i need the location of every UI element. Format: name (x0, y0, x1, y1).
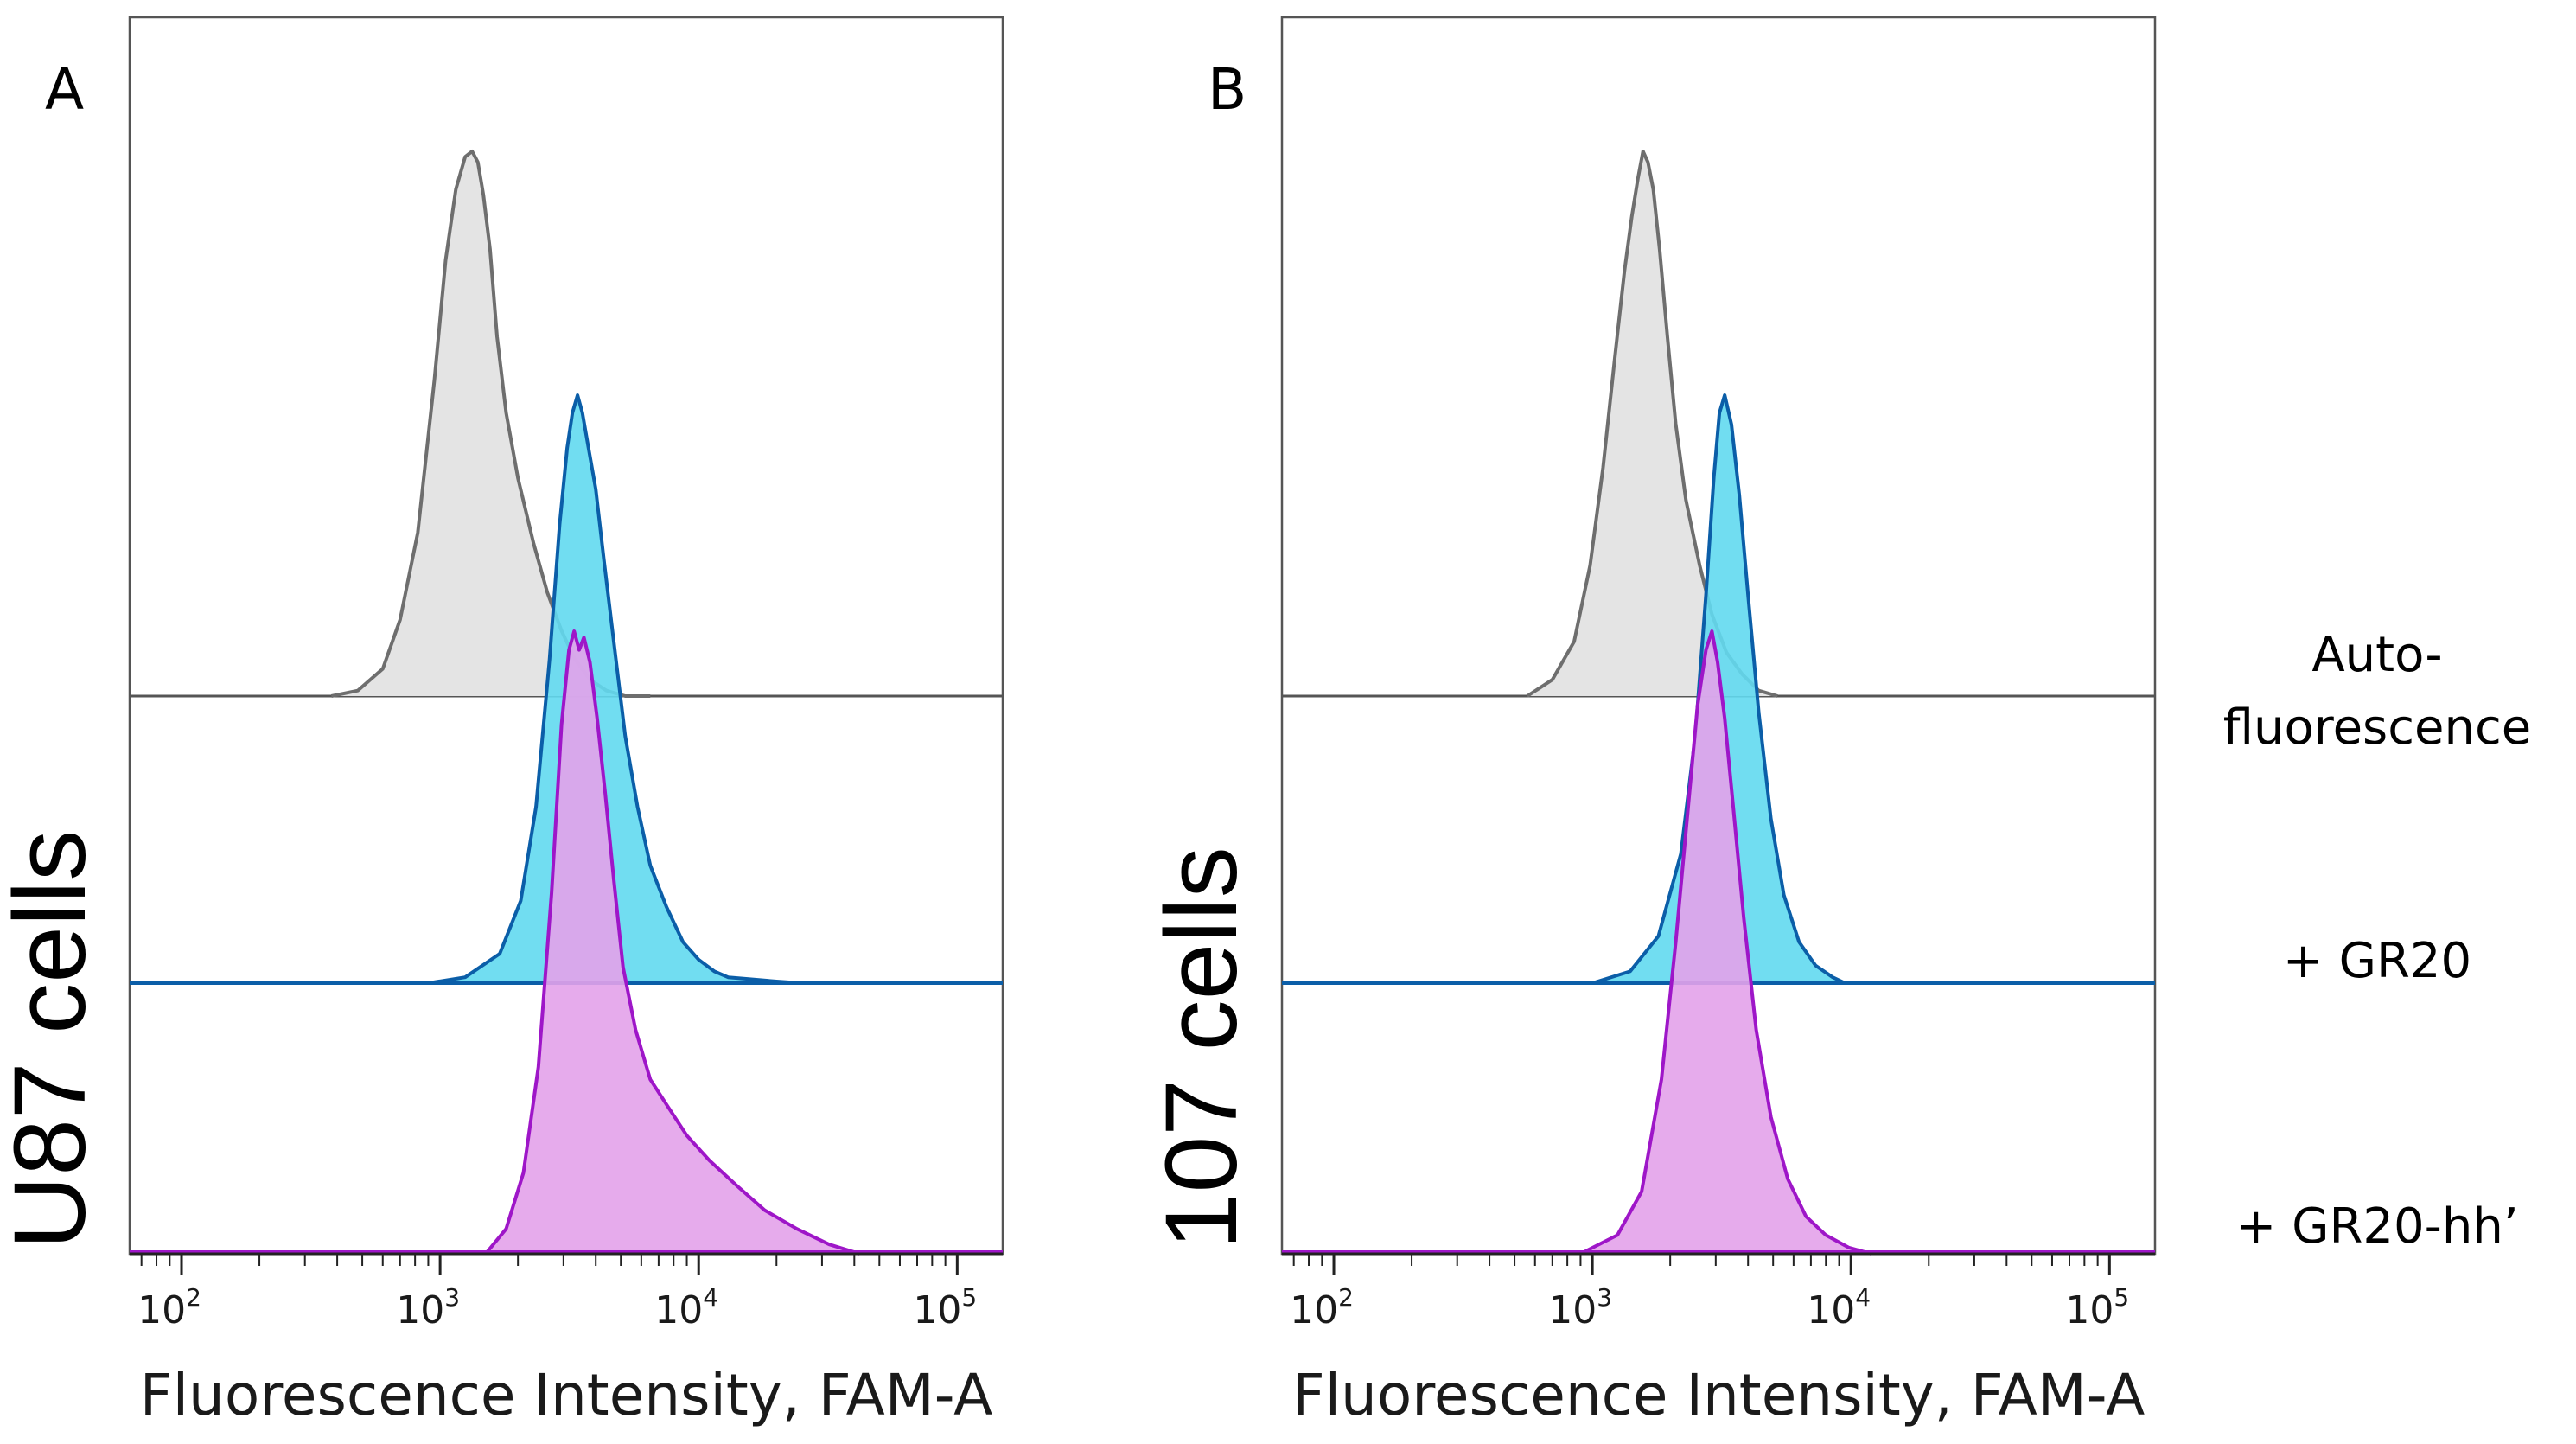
histogram-line-gr20-hh (484, 629, 861, 1256)
histogram-fill-autofluorescence (331, 151, 651, 696)
histogram-fill-autofluorescence (1527, 151, 1778, 696)
x-tick-label: 105 (2065, 1283, 2129, 1332)
x-tick-label: 102 (1290, 1283, 1354, 1332)
panel-a-series (130, 150, 1003, 1256)
legend-gr20: + GR20 (2283, 933, 2471, 989)
legend-autofluorescence-line2: fluorescence (2223, 700, 2531, 756)
x-tick-label: 104 (1807, 1283, 1871, 1332)
panel-a-x-axis-label: Fluorescence Intensity, FAM-A (140, 1362, 993, 1428)
histogram-fill-gr20 (428, 395, 802, 983)
legend-autofluorescence-line1: Auto- (2311, 627, 2442, 683)
legend: Auto- fluorescence + GR20 + GR20-hh’ (2223, 627, 2531, 1255)
histogram-line-gr20 (1591, 393, 1846, 985)
panel-b-letter: B (1208, 56, 1247, 123)
x-tick-label: 105 (913, 1283, 977, 1332)
panel-b-x-axis: 102 103 104 105 (1282, 1252, 2155, 1332)
x-tick-label: 102 (137, 1283, 201, 1332)
panel-b-series (1282, 150, 2155, 1256)
panel-a-cell-label: U87 cells (0, 830, 107, 1249)
panel-a-x-axis: 102 103 104 105 (130, 1252, 1003, 1332)
legend-gr20-hh: + GR20-hh’ (2235, 1198, 2518, 1255)
x-tick-label: 104 (654, 1283, 718, 1332)
histogram-fill-gr20-hh (1580, 631, 1871, 1254)
histogram-line-gr20-hh (1579, 629, 1872, 1256)
panel-b: B 107 cells 102 103 104 105 Fluorescence In… (1145, 16, 2157, 1428)
panel-a-letter: A (45, 56, 84, 123)
panel-a: A U87 cells 102 103 104 105 Fluorescence In… (0, 16, 1004, 1428)
histogram-fill-gr20-hh (485, 631, 860, 1254)
histogram-line-gr20 (428, 393, 802, 985)
panel-b-cell-label: 107 cells (1145, 847, 1259, 1249)
panel-b-x-axis-label: Fluorescence Intensity, FAM-A (1292, 1362, 2146, 1428)
x-tick-label: 103 (1548, 1283, 1612, 1332)
x-tick-label: 103 (396, 1283, 460, 1332)
